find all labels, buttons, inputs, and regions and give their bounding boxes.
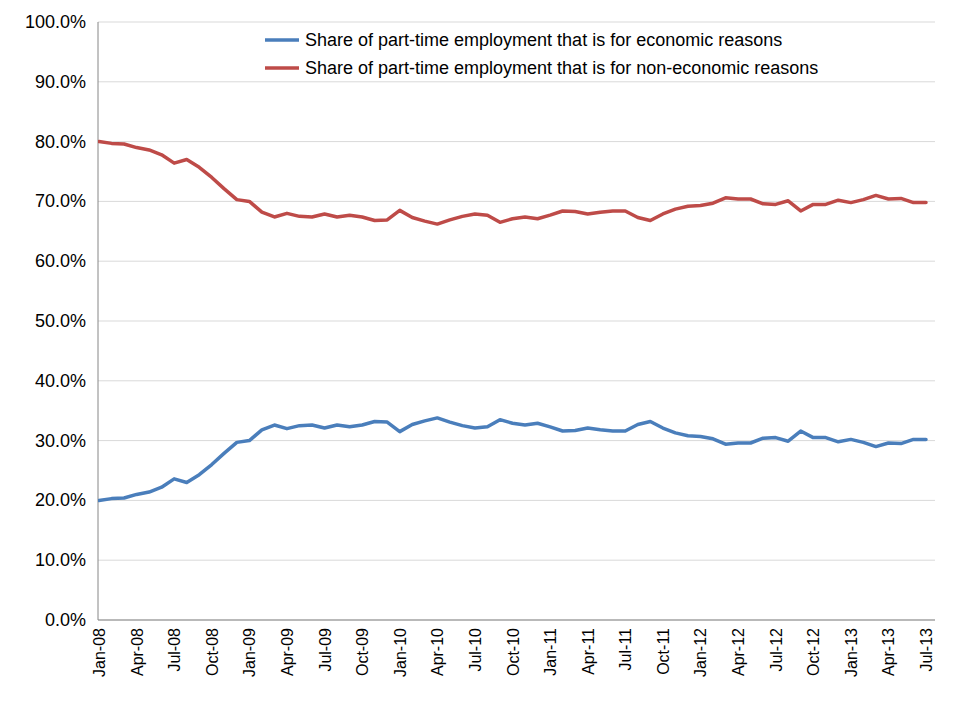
x-axis <box>98 620 935 621</box>
series-line <box>99 142 926 225</box>
x-tick-label: Oct-10 <box>505 628 522 676</box>
x-tick-label: Jul-13 <box>918 628 935 672</box>
grid-line <box>98 620 935 621</box>
y-tick-label: 100.0% <box>25 12 86 32</box>
legend-swatch <box>265 38 299 42</box>
x-tick-label: Apr-13 <box>880 628 897 676</box>
plot-lines <box>99 142 926 501</box>
x-tick-label: Jan-10 <box>392 628 409 677</box>
x-tick-label: Apr-10 <box>429 628 446 676</box>
x-tick-label: Apr-11 <box>580 628 597 675</box>
grid-line <box>98 380 935 381</box>
grid-line <box>98 81 935 82</box>
x-tick-label: Oct-12 <box>805 628 822 676</box>
x-tick-label: Jul-11 <box>617 628 634 670</box>
y-tick-label: 70.0% <box>35 191 86 211</box>
y-axis <box>98 22 99 620</box>
y-tick-label: 10.0% <box>35 550 86 570</box>
x-tick-label: Jan-13 <box>843 628 860 677</box>
y-tick-label: 50.0% <box>35 311 86 331</box>
x-tick-label: Oct-11 <box>655 628 672 675</box>
y-tick-label: 0.0% <box>45 610 86 630</box>
x-tick-label: Jul-08 <box>166 628 183 672</box>
grid-line <box>98 321 935 322</box>
grid-line <box>98 201 935 202</box>
y-tick-label: 90.0% <box>35 72 86 92</box>
legend-swatch <box>265 66 299 70</box>
grid-line <box>98 22 935 23</box>
x-tick-label: Jul-12 <box>768 628 785 672</box>
y-tick-label: 30.0% <box>35 431 86 451</box>
grid-line <box>98 500 935 501</box>
grid-line <box>98 141 935 142</box>
x-tick-label: Apr-12 <box>730 628 747 676</box>
chart: 0.0% 10.0% 20.0% 30.0% 40.0% 50.0% 60.0% 70.0% 8… <box>0 0 960 720</box>
x-tick-label: Jan-12 <box>692 628 709 677</box>
y-tick-label: 60.0% <box>35 251 86 271</box>
x-tick-label: Jan-11 <box>542 628 559 676</box>
x-tick-label: Apr-08 <box>129 628 146 676</box>
series-line <box>99 418 926 501</box>
grid-line <box>98 261 935 262</box>
x-tick-label: Oct-08 <box>204 628 221 676</box>
grid-line <box>98 440 935 441</box>
x-tick-label: Oct-09 <box>354 628 371 676</box>
legend-label: Share of part-time employment that is fo… <box>305 30 782 50</box>
x-tick-label: Jan-09 <box>241 628 258 677</box>
x-tick-label: Jul-09 <box>317 628 334 672</box>
x-tick-label: Apr-09 <box>279 628 296 676</box>
y-tick-label: 80.0% <box>35 132 86 152</box>
grid-line <box>98 560 935 561</box>
legend-label: Share of part-time employment that is fo… <box>305 58 818 78</box>
x-tick-label: Jul-10 <box>467 628 484 672</box>
y-tick-label: 20.0% <box>35 490 86 510</box>
x-tick-label: Jan-08 <box>91 628 108 677</box>
y-tick-label: 40.0% <box>35 371 86 391</box>
